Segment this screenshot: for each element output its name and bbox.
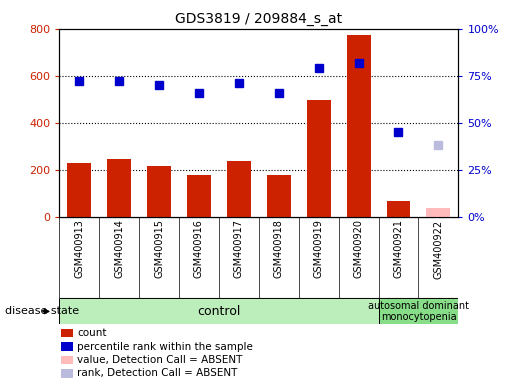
Bar [187,175,211,217]
Text: value, Detection Call = ABSENT: value, Detection Call = ABSENT [77,355,243,365]
Text: GSM400914: GSM400914 [114,219,124,278]
Bar [386,201,410,217]
Text: count: count [77,328,107,338]
Bar [61,356,73,364]
Text: GSM400920: GSM400920 [354,219,364,278]
Title: GDS3819 / 209884_s_at: GDS3819 / 209884_s_at [175,12,342,26]
Bar [61,342,73,351]
Text: GSM400913: GSM400913 [74,219,84,278]
FancyBboxPatch shape [379,298,458,324]
Text: GSM400916: GSM400916 [194,219,204,278]
Bar [227,161,251,217]
Text: control: control [197,305,241,318]
Text: GSM400922: GSM400922 [434,219,443,278]
Bar [307,100,331,217]
Text: disease state: disease state [5,306,79,316]
Bar [347,35,370,217]
Bar [147,166,171,217]
Text: GSM400919: GSM400919 [314,219,323,278]
Text: GSM400921: GSM400921 [393,219,403,278]
Bar [61,369,73,378]
Text: GSM400918: GSM400918 [274,219,284,278]
Text: GSM400915: GSM400915 [154,219,164,278]
Bar [61,329,73,338]
Bar [267,175,290,217]
Text: GSM400917: GSM400917 [234,219,244,278]
Bar [426,208,450,217]
Text: rank, Detection Call = ABSENT: rank, Detection Call = ABSENT [77,368,237,379]
Bar [67,163,91,217]
FancyBboxPatch shape [59,298,379,324]
Bar [107,159,131,217]
Text: autosomal dominant
monocytopenia: autosomal dominant monocytopenia [368,301,469,322]
Text: percentile rank within the sample: percentile rank within the sample [77,341,253,352]
